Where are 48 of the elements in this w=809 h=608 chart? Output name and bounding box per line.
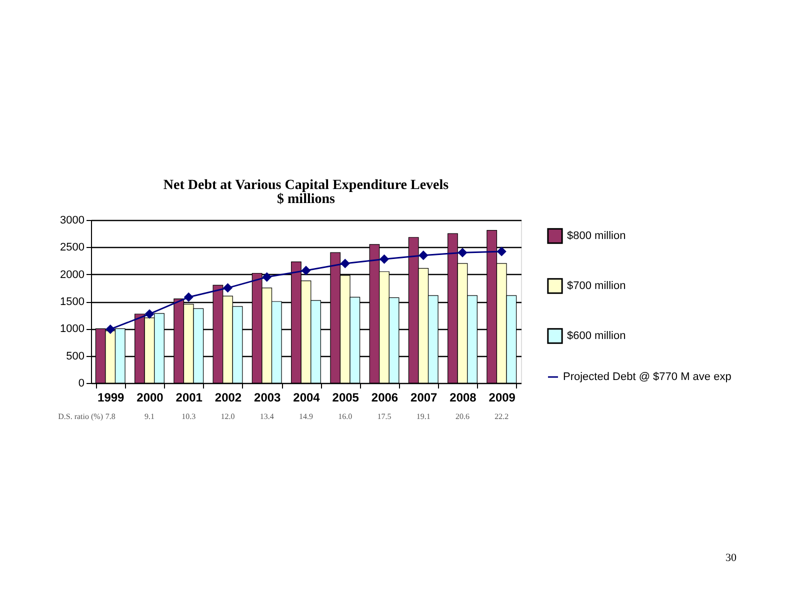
point [497,247,506,256]
y-tick-label: 3000 [60,214,84,226]
point [340,259,350,268]
point [184,292,193,302]
point [458,248,467,257]
legend-label: $700 million [567,280,626,292]
text: 17.5 [377,412,392,421]
text: 12.0 [220,412,235,421]
text: 22.2 [494,412,509,421]
y-tick-label: 0 [78,378,84,390]
x-tick-label: 2004 [293,390,320,404]
point [145,310,154,318]
chart-title: Net Debt at Various Capital Expenditure Levels [163,178,450,193]
x-tick-label: 2001 [176,390,203,404]
point [380,254,389,264]
chart-subtitle: $ millions [277,192,336,207]
text: 19.1 [416,412,430,421]
legend-label: Projected Debt @ $770 M ave exp [563,371,732,383]
text: 20.6 [456,412,470,421]
x-tick-label: 2009 [488,390,516,404]
text: 9.1 [144,412,154,421]
y-tick-label: 500 [66,350,84,362]
point [419,250,428,260]
point [262,272,272,282]
x-tick-label: 2006 [371,390,398,404]
x-tick-label: 2002 [214,390,242,404]
text: 13.4 [260,412,274,421]
x-tick-label: 1999 [98,390,125,404]
legend-label: $800 million [567,230,626,242]
x-tick-label: 2008 [450,390,477,404]
y-tick-label: 1000 [60,323,84,336]
point [223,284,232,292]
point [302,266,310,275]
y-tick-label: 2000 [60,268,84,281]
text: D.S. ratio (%) [58,412,104,421]
text: 16.0 [338,412,352,421]
y-tick-label: 1500 [60,296,84,308]
text: 30 [726,552,737,564]
x-tick-label: 2003 [254,390,282,404]
x-tick-label: 2000 [136,390,164,404]
x-tick-label: 2005 [332,390,360,404]
text: 14.9 [299,412,313,421]
legend-label: $600 million [567,330,626,342]
text: 7.8 [105,412,116,421]
x-tick-label: 2007 [410,390,438,404]
y-tick-label: 2500 [60,242,84,254]
text: 10.3 [182,412,196,421]
point [106,324,115,334]
